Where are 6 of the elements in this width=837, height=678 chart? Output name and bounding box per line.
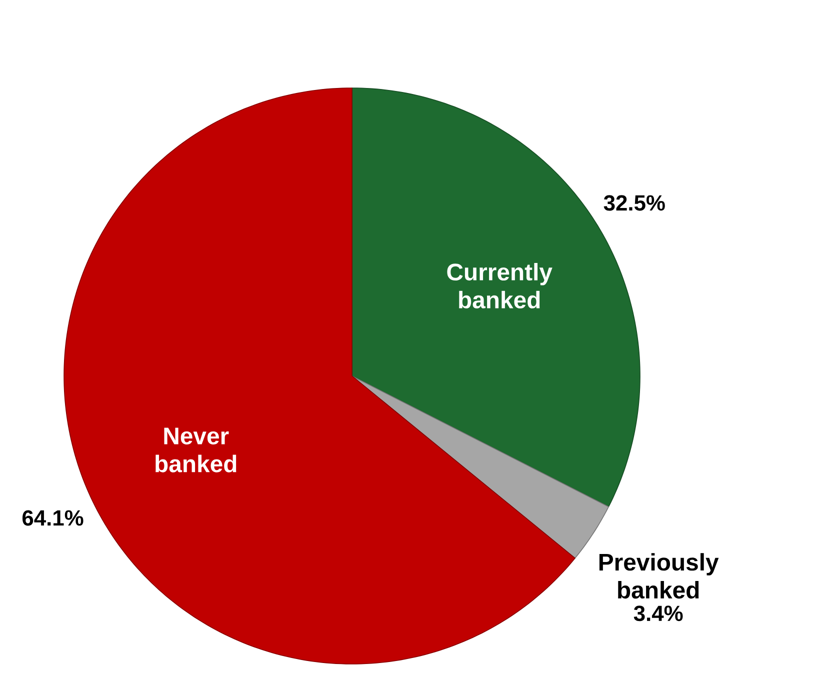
slice-label: Never banked bbox=[156, 428, 236, 472]
data-label: 32.5% bbox=[604, 195, 665, 211]
slice-label: Currently banked bbox=[447, 262, 552, 308]
data-label: 3.4% bbox=[634, 606, 683, 622]
slice-label: Previously banked bbox=[599, 553, 719, 599]
data-label: 64.1% bbox=[22, 510, 84, 526]
